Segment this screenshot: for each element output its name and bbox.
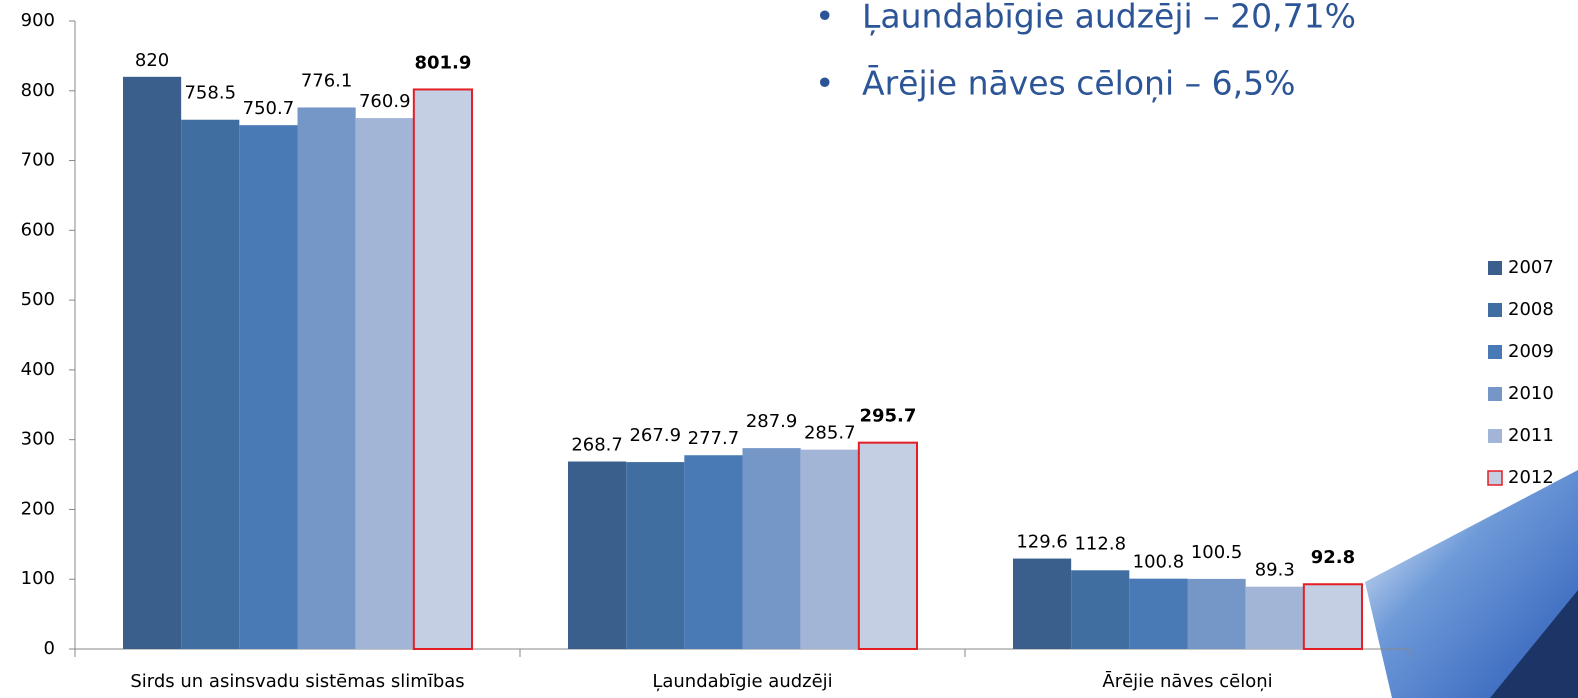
bar: [857, 441, 918, 650]
legend-label: 2011: [1508, 425, 1554, 446]
legend-swatch: [1487, 470, 1503, 486]
value-label: 100.5: [1191, 542, 1243, 563]
bar: [239, 125, 298, 649]
bar: [742, 448, 801, 649]
annotation: Ārējie nāves cēloņi – 6,5%: [862, 64, 1295, 103]
value-label: 295.7: [859, 406, 916, 427]
bar: [1013, 558, 1072, 649]
value-label: 267.9: [629, 425, 681, 446]
legend-label: 2009: [1508, 341, 1554, 362]
value-label: 277.7: [688, 428, 740, 449]
y-tick-label: 800: [21, 80, 55, 101]
value-label: 776.1: [301, 70, 353, 91]
y-tick-label: 700: [21, 150, 55, 171]
value-label: 801.9: [414, 52, 471, 73]
legend-label: 2010: [1508, 383, 1554, 404]
legend-swatch: [1488, 387, 1502, 401]
bar: [684, 455, 743, 649]
value-label: 92.8: [1311, 547, 1355, 568]
value-label: 750.7: [243, 98, 295, 119]
bar: [355, 118, 414, 649]
legend-label: 2008: [1508, 299, 1554, 320]
y-tick-label: 400: [21, 359, 55, 380]
bar: [626, 462, 685, 649]
page-curl: [1365, 470, 1578, 698]
legend-label: 2012: [1508, 467, 1554, 488]
y-tick-label: 600: [21, 219, 55, 240]
y-tick-label: 200: [21, 498, 55, 519]
bar: [297, 107, 356, 650]
bar: [1245, 586, 1304, 649]
value-label: 758.5: [184, 83, 236, 104]
bullet: •: [815, 64, 834, 103]
bar: [181, 119, 240, 650]
y-tick-label: 100: [21, 568, 55, 589]
x-tick-label: Sirds un asinsvadu sistēmas slimības: [130, 671, 464, 692]
page-curl-shadow: [1490, 590, 1578, 698]
x-tick-label: Ārējie nāves cēloņi: [1102, 670, 1272, 692]
y-tick-label: 500: [21, 289, 55, 310]
value-label: 112.8: [1074, 533, 1126, 554]
bar: [1071, 570, 1130, 649]
bar: [123, 76, 182, 650]
bullet: •: [815, 0, 834, 36]
legend-label: 2007: [1508, 257, 1554, 278]
value-label: 287.9: [746, 411, 798, 432]
value-label: 100.8: [1133, 552, 1185, 573]
legend-swatch: [1488, 345, 1502, 359]
annotation: Ļaundabīgie audzēji – 20,71%: [862, 0, 1356, 36]
legend-swatch: [1488, 261, 1502, 275]
legend-swatch: [1488, 303, 1502, 317]
bar: [1187, 578, 1246, 649]
value-label: 268.7: [571, 435, 623, 456]
y-tick-label: 0: [44, 638, 55, 659]
bar: [800, 449, 859, 649]
y-tick-label: 900: [21, 10, 55, 31]
bar: [412, 88, 474, 650]
x-tick-label: Ļaundabīgie audzēji: [652, 671, 832, 692]
y-tick-label: 300: [21, 429, 55, 450]
value-label: 760.9: [359, 91, 411, 112]
bar: [1302, 583, 1364, 650]
bar: [1129, 578, 1188, 649]
value-label: 285.7: [804, 423, 856, 444]
value-label: 89.3: [1255, 560, 1295, 581]
bar: [568, 461, 627, 649]
legend-swatch: [1488, 429, 1502, 443]
value-label: 129.6: [1016, 532, 1068, 553]
value-label: 820: [135, 50, 169, 71]
